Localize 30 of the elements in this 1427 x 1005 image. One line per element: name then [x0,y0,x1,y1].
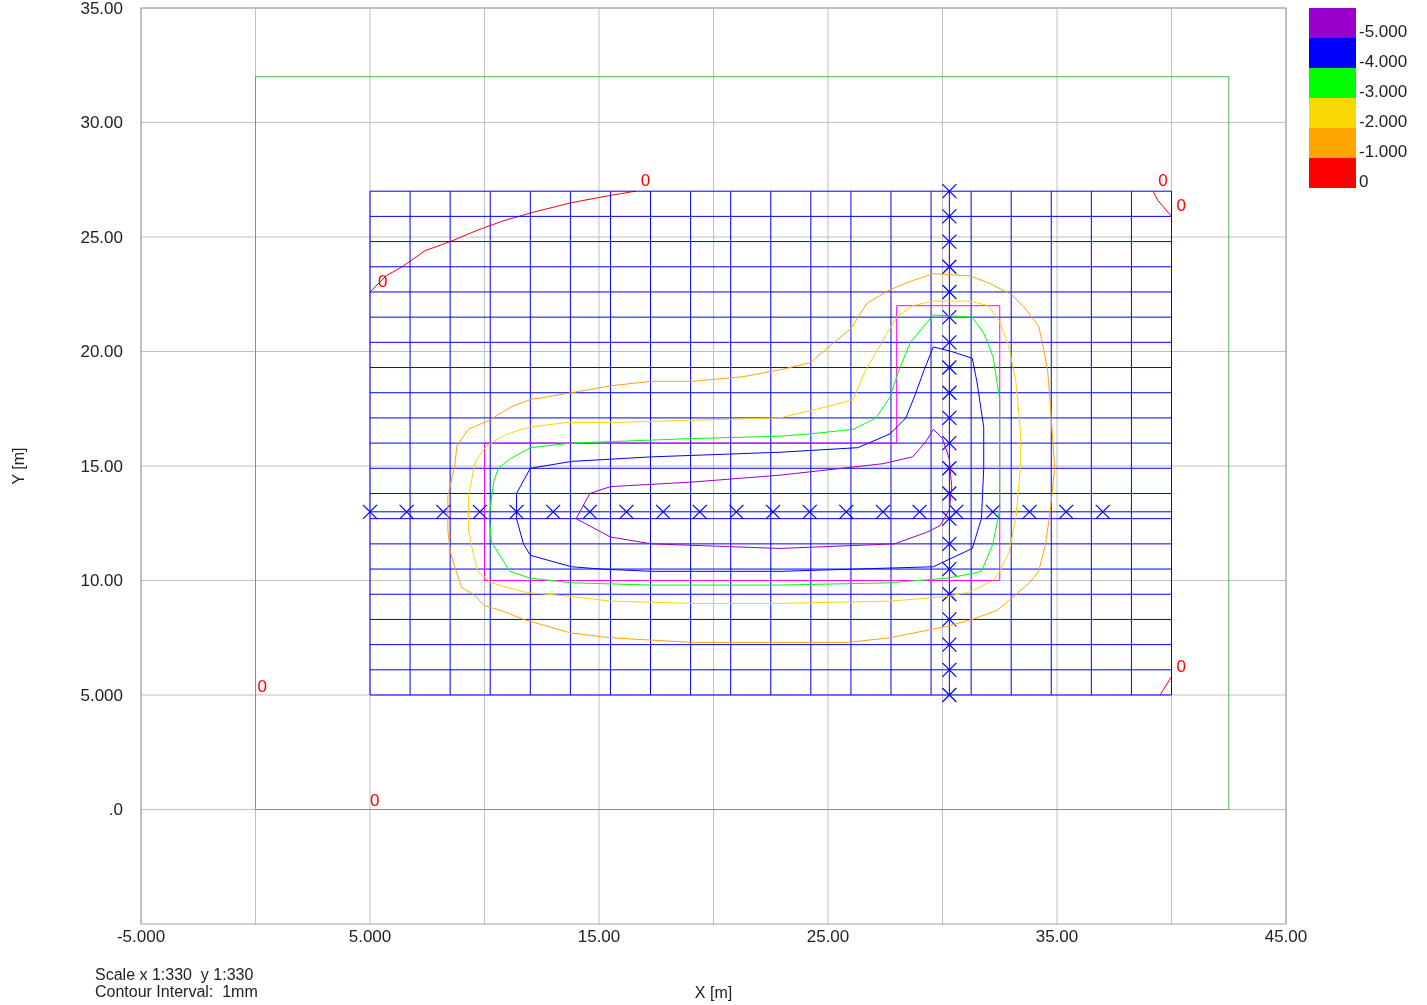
y-tick-label: 10.00 [80,571,123,591]
text: -5.000 [1359,22,1408,42]
text: Scale x 1:330 y 1:330 [95,966,254,983]
text: -2.000 [1359,112,1408,132]
annotation: 0 [257,676,267,696]
annotation: 0 [370,790,380,810]
y-tick-label: 5.000 [80,685,123,705]
y-tick-label: 15.00 [80,456,123,476]
x-tick-label: 35.00 [1035,927,1079,946]
text: -3.000 [1359,82,1408,102]
annotation: 0 [1158,171,1168,191]
y-tick-label: .0 [108,800,123,820]
x-tick-label: 5.000 [348,927,392,946]
y-axis-title: Y [m] [10,447,27,485]
x-tick-label: 15.00 [577,927,621,946]
x-tick-label: 25.00 [806,927,850,946]
y-tick-label: 20.00 [80,342,123,362]
x-tick-label: -5.000 [116,927,166,946]
y-tick-label: 30.00 [80,113,123,133]
text: -1.000 [1359,142,1408,162]
y-tick-label: 25.00 [80,227,123,247]
text: -4.000 [1359,52,1408,72]
legend-label: 0 [1359,172,1369,192]
annotation: 0 [640,171,651,191]
x-axis-title: X [m] [694,984,733,1001]
annotation: 0 [1176,196,1186,216]
y-tick-label: 35.00 [80,0,123,18]
x-tick-label: 45.00 [1264,927,1308,946]
annotation: 0 [1176,656,1186,676]
text: Contour Interval: 1mm [95,983,258,1000]
